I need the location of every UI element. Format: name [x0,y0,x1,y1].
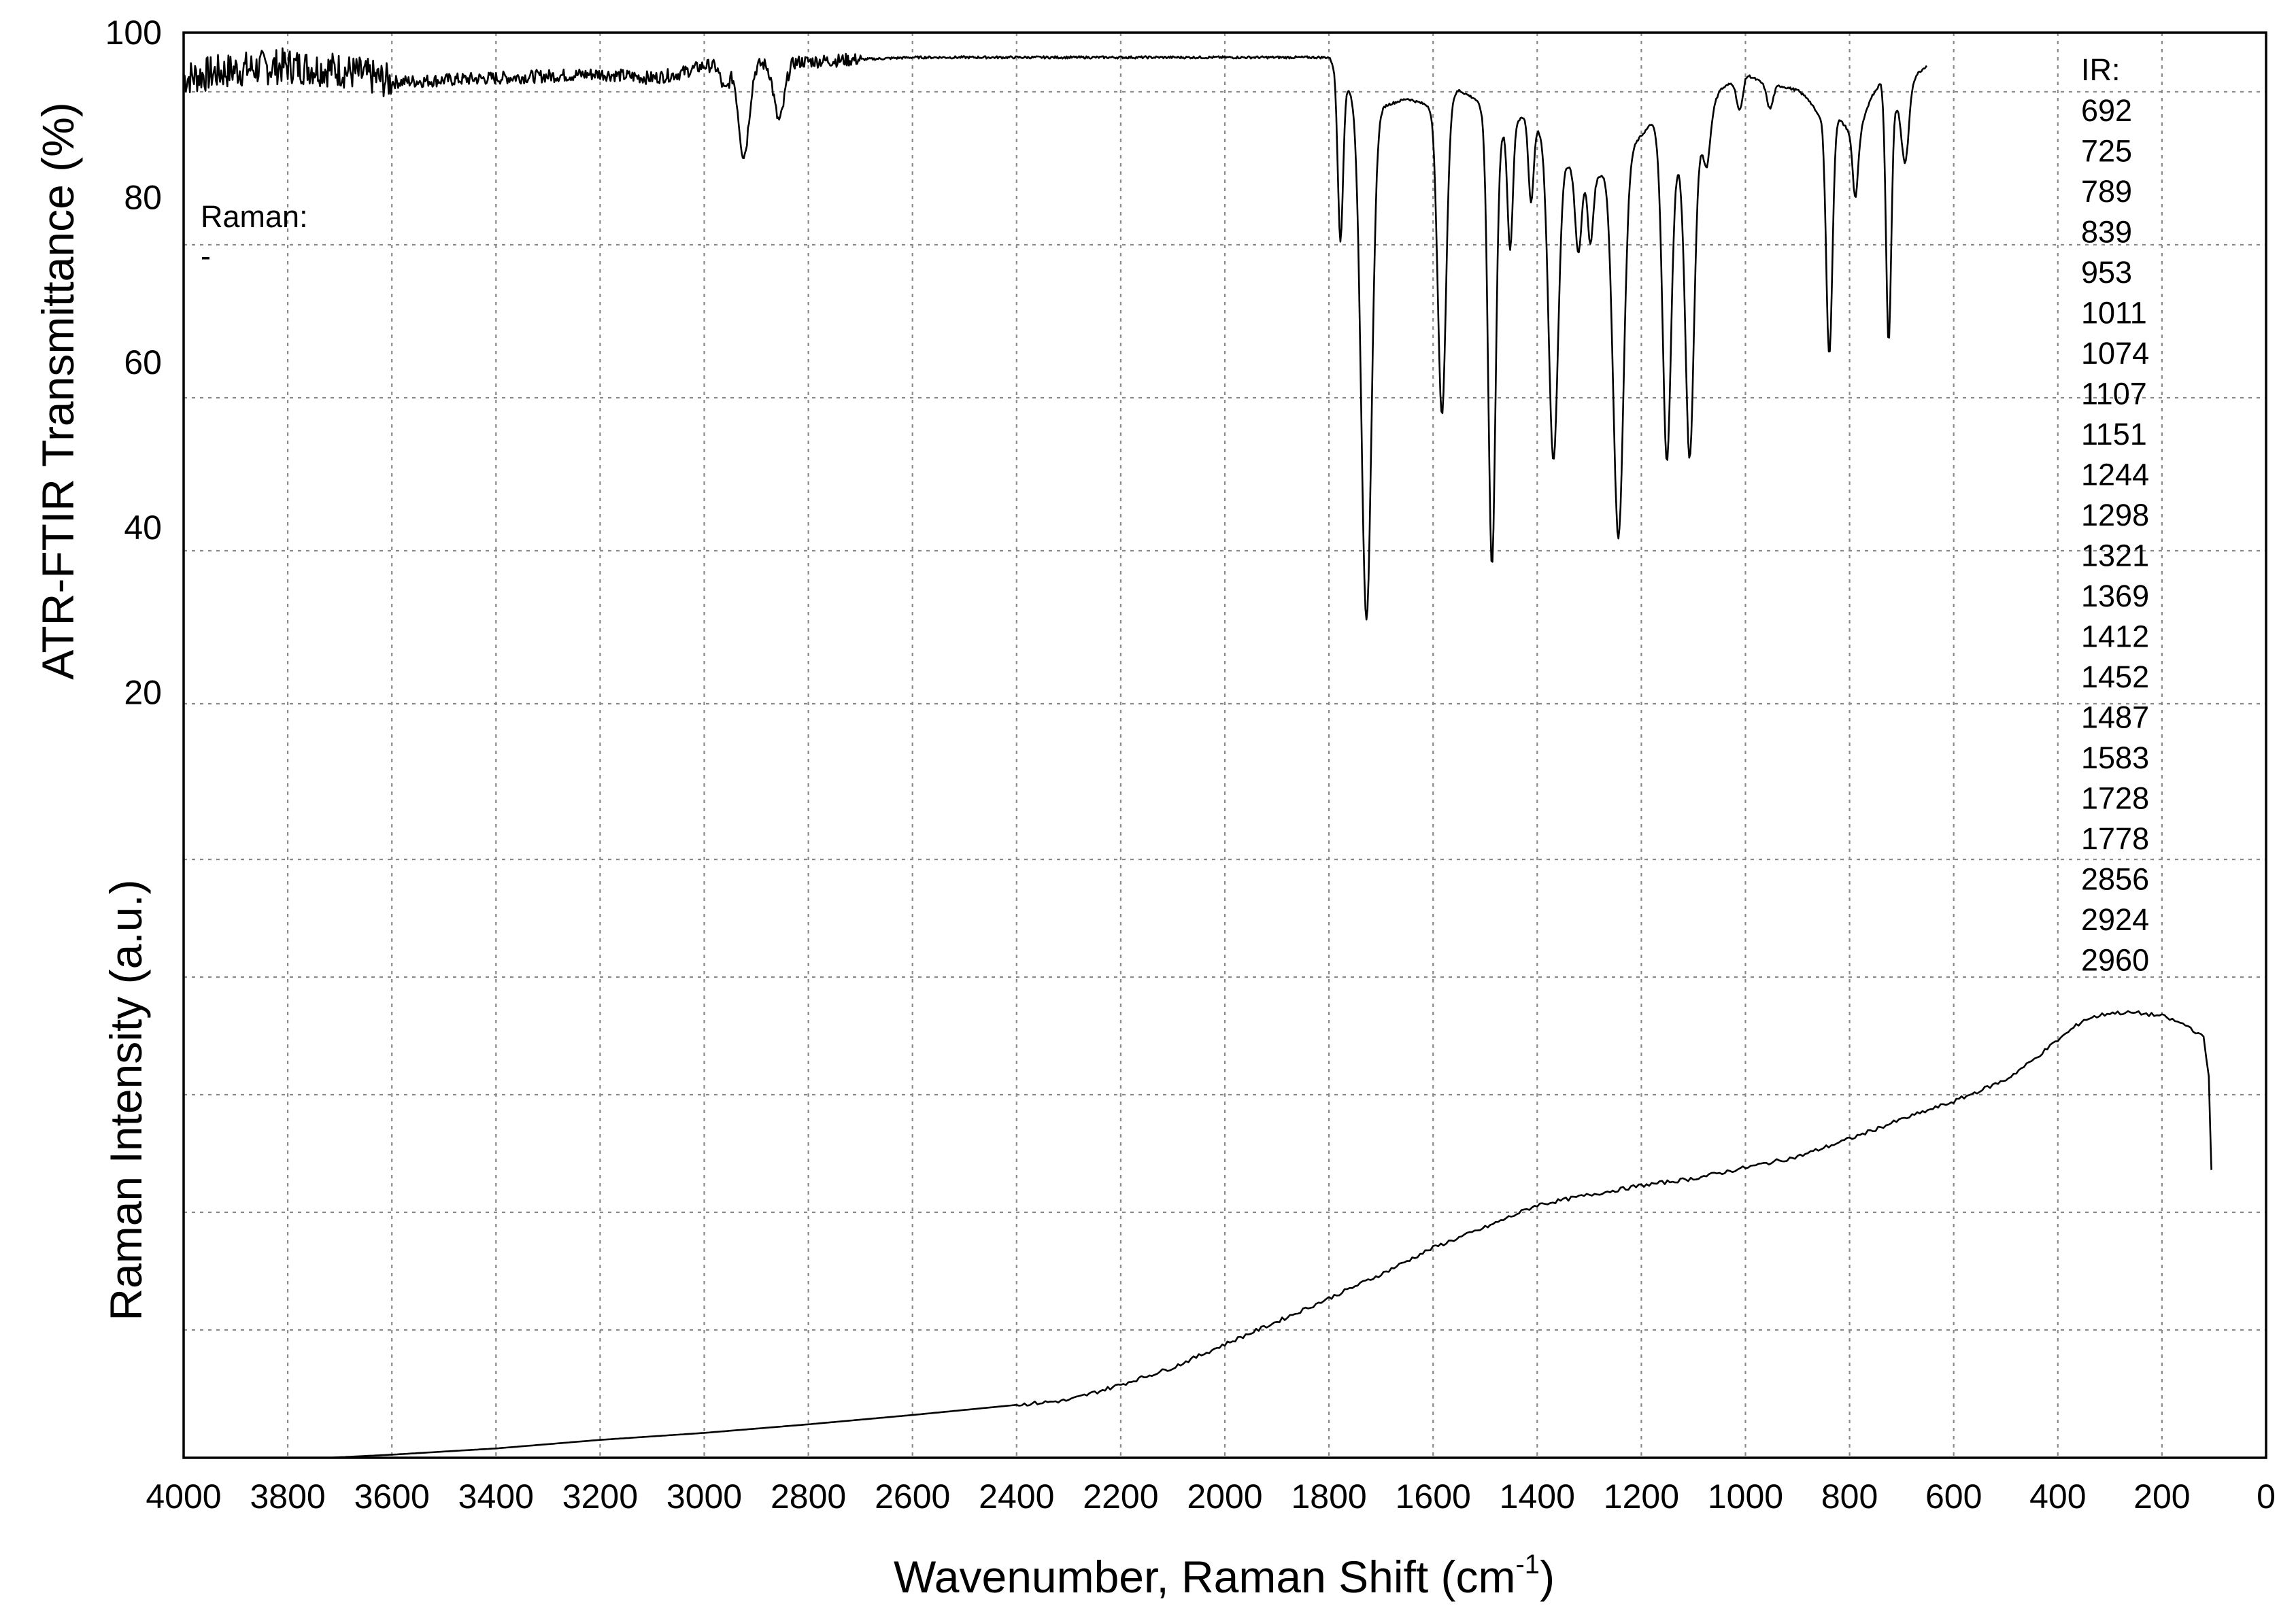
plot-frame [182,31,2267,1459]
y-tick-label: 20 [124,673,162,711]
x-tick-label: 2600 [875,1477,950,1516]
ir-peak-value: 2856 [2081,862,2149,897]
x-tick-label: 3000 [666,1477,742,1516]
y-tick-label: 100 [105,14,162,52]
ir-peak-value: 1074 [2081,336,2149,371]
x-tick-label: 600 [1925,1477,1982,1516]
ir-peak-value: 1778 [2081,821,2149,856]
raman-peak-list: Raman: - [201,199,308,273]
y-tick-labels: 100 80 60 40 20 [105,14,162,711]
x-axis-title-main: Wavenumber, Raman Shift (cm [894,1552,1516,1602]
x-tick-label: 3200 [562,1477,638,1516]
ir-peak-list: IR: 692 725 789 839 953 1011 1074 1107 1151 1244 1… [2081,52,2149,978]
raman-peaks-value: - [201,239,211,273]
ir-peak-value: 1244 [2081,458,2149,492]
y-tick-label: 40 [124,509,162,547]
ir-peak-value: 789 [2081,174,2132,209]
ir-peak-value: 1728 [2081,781,2149,816]
ir-peak-value: 1583 [2081,740,2149,775]
raman-intensity-curve [329,1010,2212,1459]
x-tick-label: 800 [1821,1477,1878,1516]
ir-peak-value: 1151 [2081,417,2147,451]
x-tick-label: 1000 [1708,1477,1783,1516]
x-tick-label: 2000 [1187,1477,1262,1516]
x-tick-label: 200 [2133,1477,2190,1516]
ir-peak-value: 725 [2081,134,2132,169]
x-tick-label: 3600 [354,1477,430,1516]
x-tick-labels: 4000 3800 3600 3400 3200 3000 2800 2600 2400 2200… [146,1477,2276,1516]
x-tick-label: 1600 [1396,1477,1471,1516]
raman-peaks-title: Raman: [201,199,308,234]
ir-peak-value: 1452 [2081,660,2149,694]
x-tick-label: 2400 [979,1477,1054,1516]
x-axis-title: Wavenumber, Raman Shift (cm-1) [894,1550,1555,1602]
x-tick-label: 4000 [146,1477,221,1516]
x-tick-label: 1200 [1604,1477,1679,1516]
curves [182,47,2212,1459]
x-tick-label: 2800 [771,1477,846,1516]
ir-peak-value: 839 [2081,215,2132,250]
ir-peak-value: 1412 [2081,619,2149,654]
ir-peak-value: 2960 [2081,943,2149,978]
ir-peak-value: 1369 [2081,579,2149,613]
y-axis-title-raman: Raman Intensity (a.u.) [101,879,151,1320]
ir-peak-value: 692 [2081,93,2132,128]
ir-peak-value: 1011 [2081,296,2147,330]
ir-transmittance-curve [182,47,1928,621]
x-tick-label: 0 [2257,1477,2276,1516]
x-axis-title-superscript: -1 [1515,1550,1540,1579]
x-axis-title-close: ) [1540,1552,1555,1602]
ir-peak-value: 1321 [2081,539,2149,573]
grid-lines [184,33,2266,1458]
ir-peak-value: 2924 [2081,902,2149,937]
y-tick-label: 60 [124,343,162,381]
ir-peak-value: 953 [2081,255,2132,290]
ir-peak-value: 1298 [2081,498,2149,532]
x-tick-label: 1400 [1500,1477,1575,1516]
x-tick-label: 3800 [250,1477,325,1516]
x-tick-label: 2200 [1083,1477,1158,1516]
x-tick-label: 1800 [1291,1477,1366,1516]
x-tick-label: 400 [2029,1477,2086,1516]
ir-peak-value: 1487 [2081,700,2149,735]
x-tick-label: 3400 [458,1477,534,1516]
ir-peak-value: 1107 [2081,377,2147,411]
y-axis-title-ir: ATR-FTIR Transmittance (%) [33,102,83,680]
ir-peaks-title: IR: [2081,52,2121,87]
y-tick-label: 80 [124,179,162,217]
